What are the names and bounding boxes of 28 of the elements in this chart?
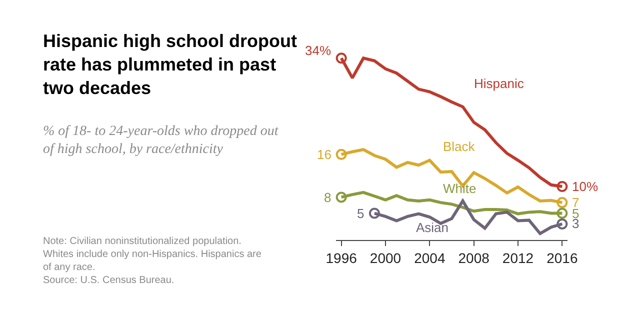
data-label: 5 [357, 206, 364, 221]
series-label: Black [443, 139, 476, 154]
series-label: Hispanic [474, 76, 524, 91]
point [556, 197, 568, 208]
point [368, 208, 380, 219]
x-tick-label: 1996 [326, 250, 358, 266]
data-label: 16 [317, 147, 332, 162]
data-label: 8 [324, 190, 332, 205]
x-tick-label: 2004 [414, 250, 446, 266]
text: Note: Civilian noninstitutionalized population. Whites include only non-Hispanics. Hispanics are of any race. [43, 236, 262, 273]
source-note: Source: U.S. Census Bureau. [43, 275, 174, 286]
x-tick-label: 2000 [370, 250, 402, 266]
point [336, 52, 347, 64]
point [556, 208, 568, 219]
text: Hispanic high school dropout rate has plummeted in past two decades [43, 31, 297, 98]
x-tick-label: 2008 [458, 250, 490, 266]
x-tick-label: 2012 [502, 250, 534, 266]
point [556, 181, 568, 192]
data-label: 7 [572, 195, 580, 210]
point [556, 218, 568, 230]
series-label: Asian [416, 220, 449, 235]
data-label: 34% [305, 43, 332, 58]
data-label: 10% [572, 179, 598, 194]
x-tick-label: 2016 [546, 250, 578, 266]
point [336, 192, 347, 203]
series-label: White [443, 181, 476, 196]
text: % of 18- to 24-year-olds who dropped out of high school, by race/ethnicity [43, 124, 280, 158]
point [336, 148, 347, 160]
